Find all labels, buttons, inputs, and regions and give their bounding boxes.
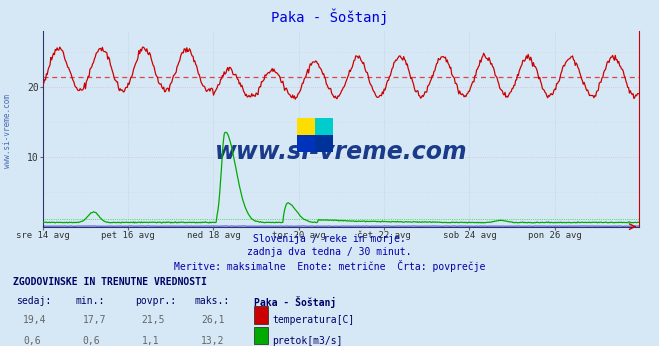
Bar xyxy=(315,118,333,135)
Text: 17,7: 17,7 xyxy=(82,315,106,325)
Bar xyxy=(297,118,315,135)
Text: zadnja dva tedna / 30 minut.: zadnja dva tedna / 30 minut. xyxy=(247,247,412,257)
Text: Paka - Šoštanj: Paka - Šoštanj xyxy=(271,9,388,25)
Text: Paka - Šoštanj: Paka - Šoštanj xyxy=(254,296,336,308)
Bar xyxy=(315,135,333,152)
Text: pretok[m3/s]: pretok[m3/s] xyxy=(272,336,343,346)
Text: www.si-vreme.com: www.si-vreme.com xyxy=(3,94,13,169)
Text: 0,6: 0,6 xyxy=(82,336,100,346)
Text: maks.:: maks.: xyxy=(194,296,229,306)
Text: 26,1: 26,1 xyxy=(201,315,225,325)
Bar xyxy=(297,135,315,152)
Text: 21,5: 21,5 xyxy=(142,315,165,325)
Text: www.si-vreme.com: www.si-vreme.com xyxy=(215,140,467,164)
Text: Slovenija / reke in morje.: Slovenija / reke in morje. xyxy=(253,234,406,244)
Text: temperatura[C]: temperatura[C] xyxy=(272,315,355,325)
Text: Meritve: maksimalne  Enote: metrične  Črta: povprečje: Meritve: maksimalne Enote: metrične Črta… xyxy=(174,260,485,272)
Text: sedaj:: sedaj: xyxy=(16,296,51,306)
Text: 0,6: 0,6 xyxy=(23,336,41,346)
Text: 1,1: 1,1 xyxy=(142,336,159,346)
Text: 13,2: 13,2 xyxy=(201,336,225,346)
Text: min.:: min.: xyxy=(76,296,105,306)
Text: ZGODOVINSKE IN TRENUTNE VREDNOSTI: ZGODOVINSKE IN TRENUTNE VREDNOSTI xyxy=(13,277,207,287)
Text: povpr.:: povpr.: xyxy=(135,296,176,306)
Text: 19,4: 19,4 xyxy=(23,315,47,325)
